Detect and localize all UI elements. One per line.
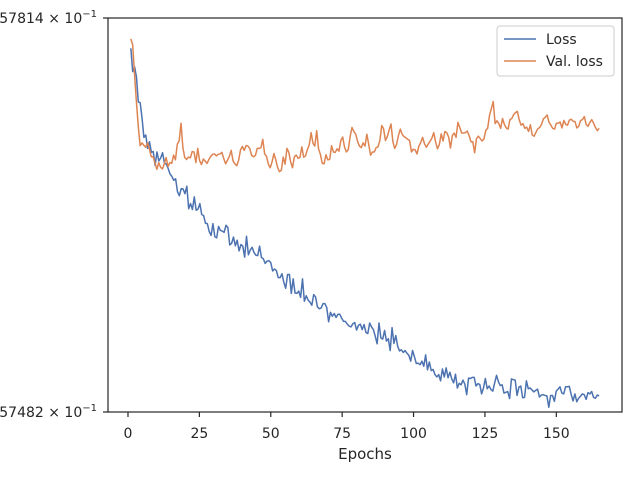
axes-frame — [107, 17, 623, 413]
x-tick-label: 150 — [543, 426, 570, 442]
y-tick-label: 57482 × 10−1 — [0, 403, 97, 421]
y-axis: 57814 × 10−1 57482 × 10−1 — [0, 9, 108, 421]
legend-label-val-loss: Val. loss — [546, 54, 603, 70]
val-loss-line — [130, 38, 600, 173]
x-tick-label: 75 — [333, 426, 351, 442]
x-tick-label: 100 — [400, 426, 427, 442]
plot-lines — [130, 38, 600, 409]
x-tick-label: 50 — [262, 426, 280, 442]
legend-label-loss: Loss — [546, 32, 577, 48]
x-axis-label: Epochs — [338, 445, 392, 463]
loss-line — [130, 48, 600, 409]
legend: Loss Val. loss — [496, 25, 615, 77]
x-tick-label: 125 — [472, 426, 499, 442]
x-tick-label: 0 — [124, 426, 133, 442]
x-tick-label: 25 — [190, 426, 208, 442]
x-axis: 0 25 50 75 100 125 150 — [124, 412, 570, 442]
y-tick-label: 57814 × 10−1 — [0, 9, 97, 27]
